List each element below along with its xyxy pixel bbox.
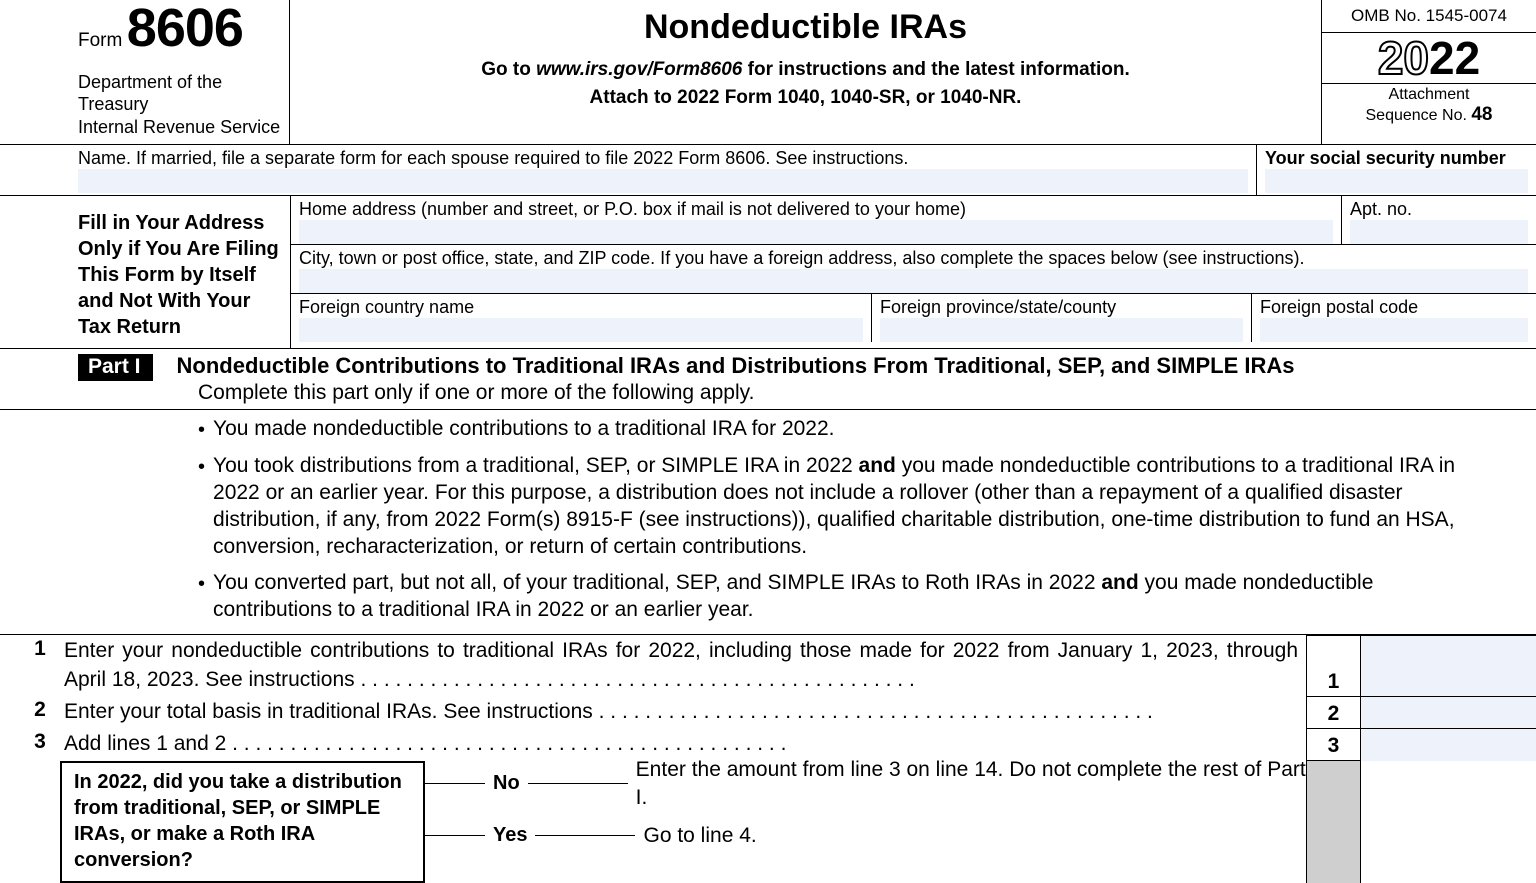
- dept-line2: Internal Revenue Service: [78, 116, 281, 139]
- home-address-label: Home address (number and street, or P.O.…: [299, 199, 1333, 220]
- line-2-text: Enter your total basis in traditional IR…: [60, 696, 1306, 728]
- name-ssn-row: Name. If married, file a separate form f…: [0, 145, 1536, 196]
- bullet-3: You converted part, but not all, of your…: [213, 570, 1458, 624]
- answer-yes: Yes: [485, 824, 535, 847]
- foreign-province-input[interactable]: [880, 318, 1243, 342]
- bullet-2: You took distributions from a traditiona…: [213, 453, 1458, 561]
- form-title: Nondeductible IRAs: [298, 8, 1313, 47]
- part-subtitle: Complete this part only if one or more o…: [0, 381, 1536, 410]
- tax-year: 2022: [1322, 33, 1536, 84]
- name-input[interactable]: [78, 169, 1248, 193]
- apt-input[interactable]: [1350, 220, 1528, 244]
- home-address-input[interactable]: [299, 220, 1333, 244]
- goto-line: Go to www.irs.gov/Form8606 for instructi…: [298, 59, 1313, 81]
- line-1-text: Enter your nondeductible contributions t…: [60, 635, 1306, 696]
- form-header: Form 8606 Department of the Treasury Int…: [0, 0, 1536, 145]
- line-3-value[interactable]: [1361, 728, 1536, 760]
- part-bullets: •You made nondeductible contributions to…: [0, 410, 1536, 635]
- part-title: Nondeductible Contributions to Tradition…: [177, 353, 1536, 379]
- line-1-value[interactable]: [1361, 635, 1536, 696]
- line-1-boxno: 1: [1306, 635, 1361, 696]
- apt-label: Apt. no.: [1350, 199, 1528, 220]
- line-1: 1 Enter your nondeductible contributions…: [0, 635, 1536, 696]
- foreign-province-label: Foreign province/state/county: [880, 297, 1243, 318]
- question-row: In 2022, did you take a distribution fro…: [0, 761, 1536, 883]
- address-note: Fill in Your Address Only if You Are Fil…: [0, 196, 290, 348]
- name-label: Name. If married, file a separate form f…: [78, 148, 1248, 169]
- grey-boxno: [1306, 761, 1361, 883]
- ssn-label: Your social security number: [1265, 148, 1528, 169]
- form-number: 8606: [127, 0, 243, 58]
- part-badge: Part I: [78, 354, 153, 381]
- foreign-country-label: Foreign country name: [299, 297, 863, 318]
- part-i-header: Part I Nondeductible Contributions to Tr…: [0, 349, 1536, 381]
- city-input[interactable]: [299, 269, 1528, 293]
- bullet-1: You made nondeductible contributions to …: [213, 416, 834, 443]
- line-2-boxno: 2: [1306, 696, 1361, 728]
- attach-line: Attach to 2022 Form 1040, 1040-SR, or 10…: [298, 87, 1313, 109]
- dept-line1: Department of the Treasury: [78, 71, 281, 116]
- grey-value: [1361, 761, 1536, 883]
- omb-number: OMB No. 1545-0074: [1322, 2, 1536, 33]
- address-block: Fill in Your Address Only if You Are Fil…: [0, 196, 1536, 349]
- form-word: Form: [78, 30, 122, 51]
- ssn-input[interactable]: [1265, 169, 1528, 193]
- attachment-sequence: Attachment Sequence No. 48: [1322, 84, 1536, 126]
- city-label: City, town or post office, state, and ZI…: [299, 248, 1528, 269]
- foreign-country-input[interactable]: [299, 318, 863, 342]
- line-3-boxno: 3: [1306, 728, 1361, 760]
- line-2: 2 Enter your total basis in traditional …: [0, 696, 1536, 728]
- question-box: In 2022, did you take a distribution fro…: [60, 761, 425, 883]
- answer-no-text: Enter the amount from line 3 on line 14.…: [628, 756, 1306, 811]
- answer-yes-text: Go to line 4.: [635, 822, 1306, 849]
- foreign-postal-label: Foreign postal code: [1260, 297, 1528, 318]
- form-lines: 1 Enter your nondeductible contributions…: [0, 635, 1536, 882]
- answer-no: No: [485, 772, 528, 795]
- line-2-value[interactable]: [1361, 696, 1536, 728]
- foreign-postal-input[interactable]: [1260, 318, 1528, 342]
